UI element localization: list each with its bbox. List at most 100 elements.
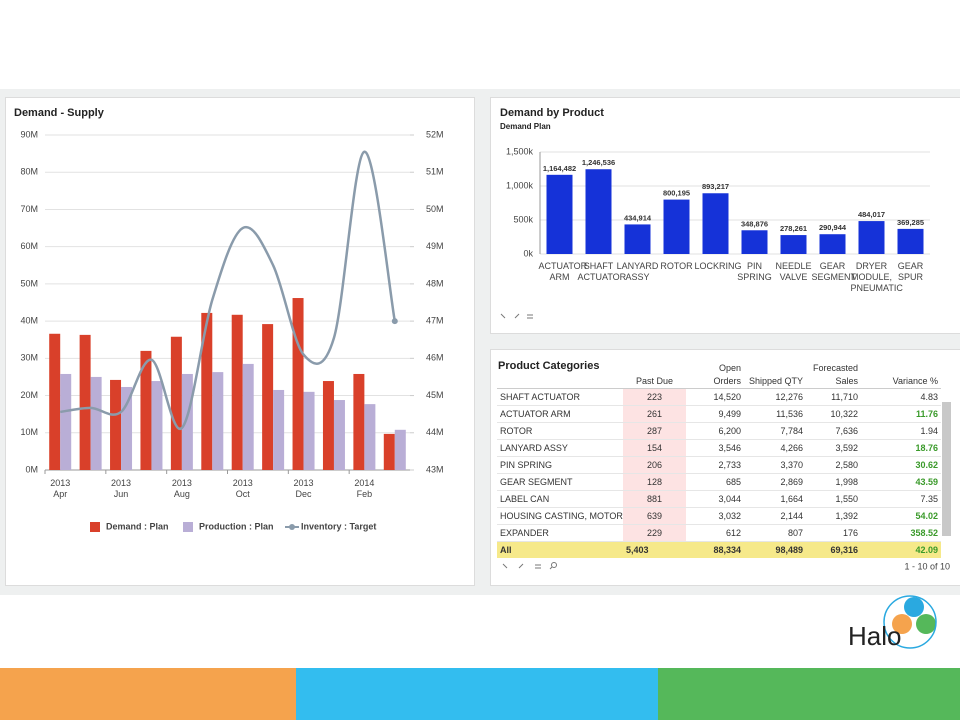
y2-tick-label: 51M: [426, 167, 444, 177]
y-tick-label: 80M: [20, 167, 38, 177]
bar: [262, 324, 274, 470]
x-tick-label: 2013 Jun: [111, 478, 132, 499]
x-tick-label: LANYARD ASSY: [616, 261, 659, 282]
y-tick-label: 0k: [523, 248, 533, 258]
cell: 5,403: [623, 541, 686, 558]
header-row: Past Due Open Orders Shipped QTY Forecasted…: [497, 361, 941, 389]
cell: 3,044: [686, 490, 744, 508]
bar: [322, 381, 334, 470]
value-label: 278,261: [780, 224, 807, 233]
cell: 3,546: [686, 439, 744, 457]
chart-subtitle: Demand Plan: [500, 122, 551, 131]
cell: 2,144: [744, 507, 806, 525]
cell: 2,733: [686, 456, 744, 474]
cell: 128: [623, 473, 686, 491]
bar: [624, 224, 651, 254]
chart-title: Demand by Product: [500, 107, 604, 119]
y2-tick-label: 49M: [426, 241, 444, 251]
pager: 1 - 10 of 10: [904, 561, 950, 571]
bar: [364, 404, 376, 470]
cell: 18.76: [861, 439, 941, 457]
bar: [333, 400, 345, 470]
cell: EXPANDER: [497, 524, 623, 542]
x-tick-label: ROTOR: [660, 261, 693, 271]
y-tick-label: 70M: [20, 204, 38, 214]
cell: 1,392: [806, 507, 861, 525]
cell: SHAFT ACTUATOR: [497, 388, 623, 406]
bar: [60, 373, 72, 470]
cell: 88,334: [686, 541, 744, 558]
bar: [231, 314, 243, 470]
cell: 54.02: [861, 507, 941, 525]
value-label: 893,217: [702, 182, 729, 191]
header-cell: Variance %: [861, 361, 941, 389]
cell: 206: [623, 456, 686, 474]
bar: [585, 169, 612, 254]
bar: [170, 336, 182, 470]
cell: 3,032: [686, 507, 744, 525]
y-tick-label: 30M: [20, 353, 38, 363]
bar: [79, 334, 91, 470]
value-label: 369,285: [897, 218, 924, 227]
x-tick-label: PIN SPRING: [737, 261, 772, 282]
bar: [353, 373, 365, 470]
cell: 7,784: [744, 422, 806, 440]
cell: 30.62: [861, 456, 941, 474]
value-label: 434,914: [624, 213, 652, 222]
y2-tick-label: 46M: [426, 353, 444, 363]
value-label: 1,164,482: [543, 164, 576, 173]
x-tick-label: 2014 Feb: [354, 478, 375, 499]
cell: 1,998: [806, 473, 861, 491]
x-tick-label: NEEDLE VALVE: [775, 261, 812, 282]
y-tick-label: 1,000k: [506, 180, 534, 190]
cell: 11,710: [806, 388, 861, 406]
y2-tick-label: 48M: [426, 278, 444, 288]
x-tick-label: GEAR SEGMENT: [811, 261, 857, 282]
bar: [212, 372, 224, 470]
bar: [90, 376, 102, 470]
header-cell: [497, 361, 623, 389]
cell: All: [497, 541, 623, 558]
value-label: 1,246,536: [582, 158, 615, 167]
y-tick-label: 90M: [20, 129, 38, 139]
logo-icons: [883, 595, 937, 649]
cell: ACTUATOR ARM: [497, 405, 623, 423]
cell: 2,869: [744, 473, 806, 491]
bar: [394, 429, 406, 470]
cell: 6,200: [686, 422, 744, 440]
cell: 98,489: [744, 541, 806, 558]
row: HOUSING CASTING, MOTOR 639 3,032 2,144 1,392…: [497, 507, 941, 525]
cell: 42.09: [861, 541, 941, 558]
scrollbar[interactable]: [942, 402, 951, 536]
bar: [49, 333, 61, 470]
cell: 11.76: [861, 405, 941, 423]
total-row: All 5,403 88,334 98,489 69,316 42.09: [497, 541, 941, 558]
cell: 612: [686, 524, 744, 542]
band-blue: [296, 668, 658, 720]
x-tick-label: DRYER MODULE, PNEUMATIC: [850, 261, 903, 293]
x-tick-label: LOCKRING: [694, 261, 742, 271]
cell: 1.94: [861, 422, 941, 440]
x-tick-label: 2013 Dec: [293, 478, 314, 499]
line-point: [391, 318, 398, 325]
row: PIN SPRING 206 2,733 3,370 2,580 30.62: [497, 456, 941, 474]
bar: [121, 386, 133, 470]
x-tick-label: 2013 Apr: [50, 478, 71, 499]
header-cell: Forecasted Sales: [806, 361, 861, 389]
bar: [702, 193, 729, 254]
chart-title: Demand - Supply: [14, 107, 105, 119]
legend-swatch: [90, 522, 100, 532]
cell: 176: [806, 524, 861, 542]
bar: [780, 235, 807, 254]
header-cell: Open Orders: [686, 361, 744, 389]
bar: [897, 228, 924, 254]
y-tick-label: 0M: [25, 464, 38, 474]
x-tick-label: 2013 Aug: [171, 478, 192, 499]
bar: [546, 174, 573, 254]
bar: [151, 381, 163, 470]
legend-label: Inventory : Target: [301, 521, 376, 531]
cell: ROTOR: [497, 422, 623, 440]
y2-tick-label: 52M: [426, 129, 444, 139]
